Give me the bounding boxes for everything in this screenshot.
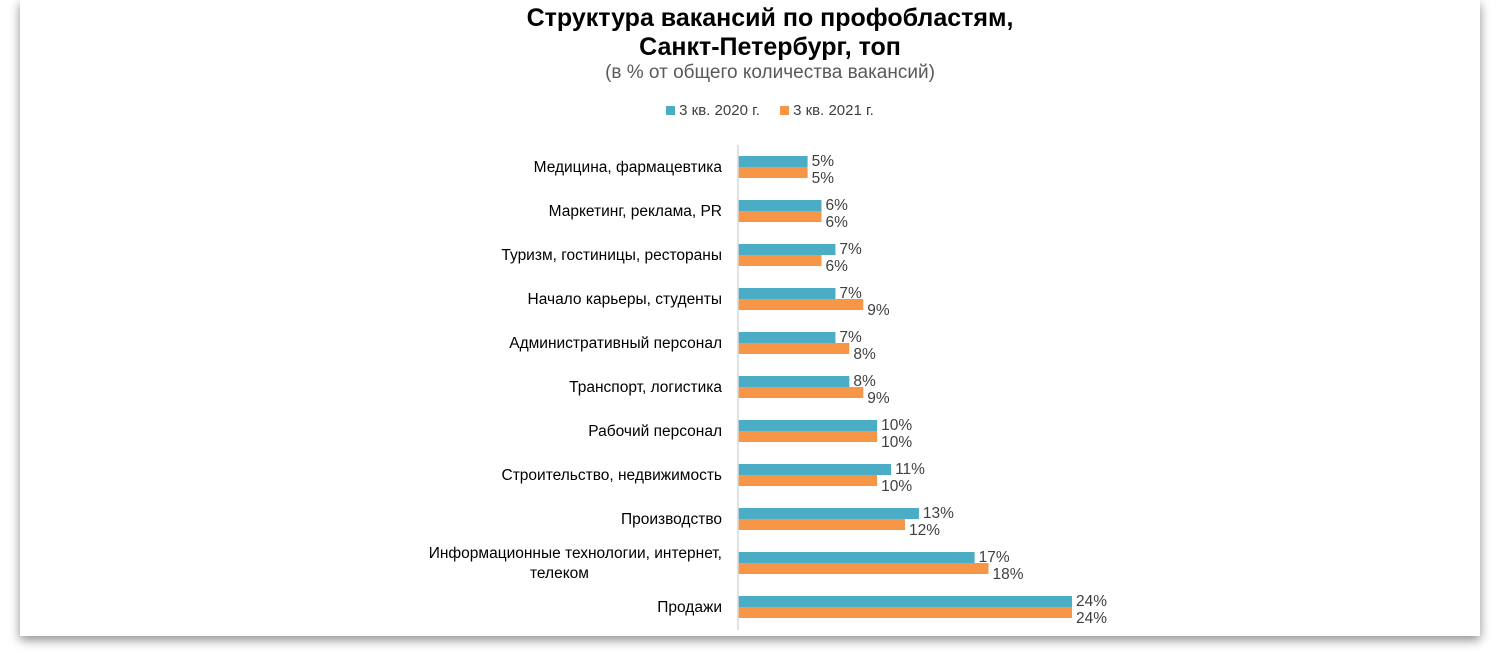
data-label: 17% <box>979 549 1010 566</box>
data-label: 13% <box>923 505 954 522</box>
bar-2020 <box>738 200 822 211</box>
chart-subtitle: (в % от общего количества вакансий) <box>605 62 935 83</box>
data-label: 8% <box>853 373 876 390</box>
data-label: 7% <box>839 329 862 346</box>
bar-2021 <box>738 387 864 398</box>
bar-2020 <box>738 288 836 299</box>
data-label: 5% <box>812 153 835 170</box>
bar-2020 <box>738 244 836 255</box>
title-line-1: Структура вакансий по профобластям, <box>526 4 1014 32</box>
bar-2021 <box>738 211 822 222</box>
legend-label-2020: 3 кв. 2020 г. <box>679 102 760 119</box>
bar-2020 <box>738 596 1072 607</box>
bar-2021 <box>738 563 989 574</box>
bar-2020 <box>738 552 975 563</box>
category-label: Продажи <box>657 599 722 616</box>
bar-2021 <box>738 607 1072 618</box>
data-label: 5% <box>812 170 835 187</box>
bar-2021 <box>738 431 878 442</box>
chart-title: Структура вакансий по профобластям, Санк… <box>0 4 1500 62</box>
bar-2020 <box>738 332 836 343</box>
bar-2021 <box>738 167 808 178</box>
bar-2020 <box>738 156 808 167</box>
data-label: 10% <box>881 434 912 451</box>
category-label: Информационные технологии, интернет, теле… <box>429 545 722 582</box>
category-label: Рабочий персонал <box>588 423 722 440</box>
title-line-2: Санкт-Петербург, топ <box>639 33 901 61</box>
legend-item-2020: 3 кв. 2020 г. <box>666 102 760 119</box>
category-label: Производство <box>621 511 722 528</box>
data-label: 6% <box>826 258 849 275</box>
data-label: 11% <box>895 461 925 478</box>
legend-label-2021: 3 кв. 2021 г. <box>793 102 874 119</box>
data-label: 10% <box>881 478 912 495</box>
bar-2020 <box>738 376 850 387</box>
legend-swatch-2020 <box>666 106 676 115</box>
data-label: 9% <box>867 390 890 407</box>
data-label: 9% <box>867 302 890 319</box>
category-label: Начало карьеры, студенты <box>528 291 722 308</box>
data-label: 7% <box>839 241 862 258</box>
data-label: 7% <box>839 285 862 302</box>
legend-swatch-2021 <box>780 106 790 115</box>
bar-2021 <box>738 255 822 266</box>
bar-2021 <box>738 299 864 310</box>
legend: 3 кв. 2020 г. 3 кв. 2021 г. <box>0 102 1500 119</box>
category-label: Туризм, гостиницы, рестораны <box>501 247 722 264</box>
legend-item-2021: 3 кв. 2021 г. <box>780 102 874 119</box>
category-label: Административный персонал <box>509 335 722 352</box>
category-label: Транспорт, логистика <box>569 379 722 396</box>
data-label: 12% <box>909 522 940 539</box>
data-label: 24% <box>1076 610 1107 627</box>
data-label: 8% <box>853 346 876 363</box>
bar-2020 <box>738 464 892 475</box>
category-label: Маркетинг, реклама, PR <box>549 203 722 220</box>
bar-2020 <box>738 420 878 431</box>
category-label: Строительство, недвижимость <box>502 467 723 484</box>
bar-2021 <box>738 519 905 530</box>
data-label: 18% <box>993 566 1024 583</box>
bar-2021 <box>738 475 878 486</box>
data-label: 6% <box>826 197 849 214</box>
category-label: Медицина, фармацевтика <box>534 159 723 176</box>
data-label: 6% <box>826 214 849 231</box>
data-label: 10% <box>881 417 912 434</box>
data-label: 24% <box>1076 593 1107 610</box>
bar-2021 <box>738 343 850 354</box>
bar-2020 <box>738 508 919 519</box>
